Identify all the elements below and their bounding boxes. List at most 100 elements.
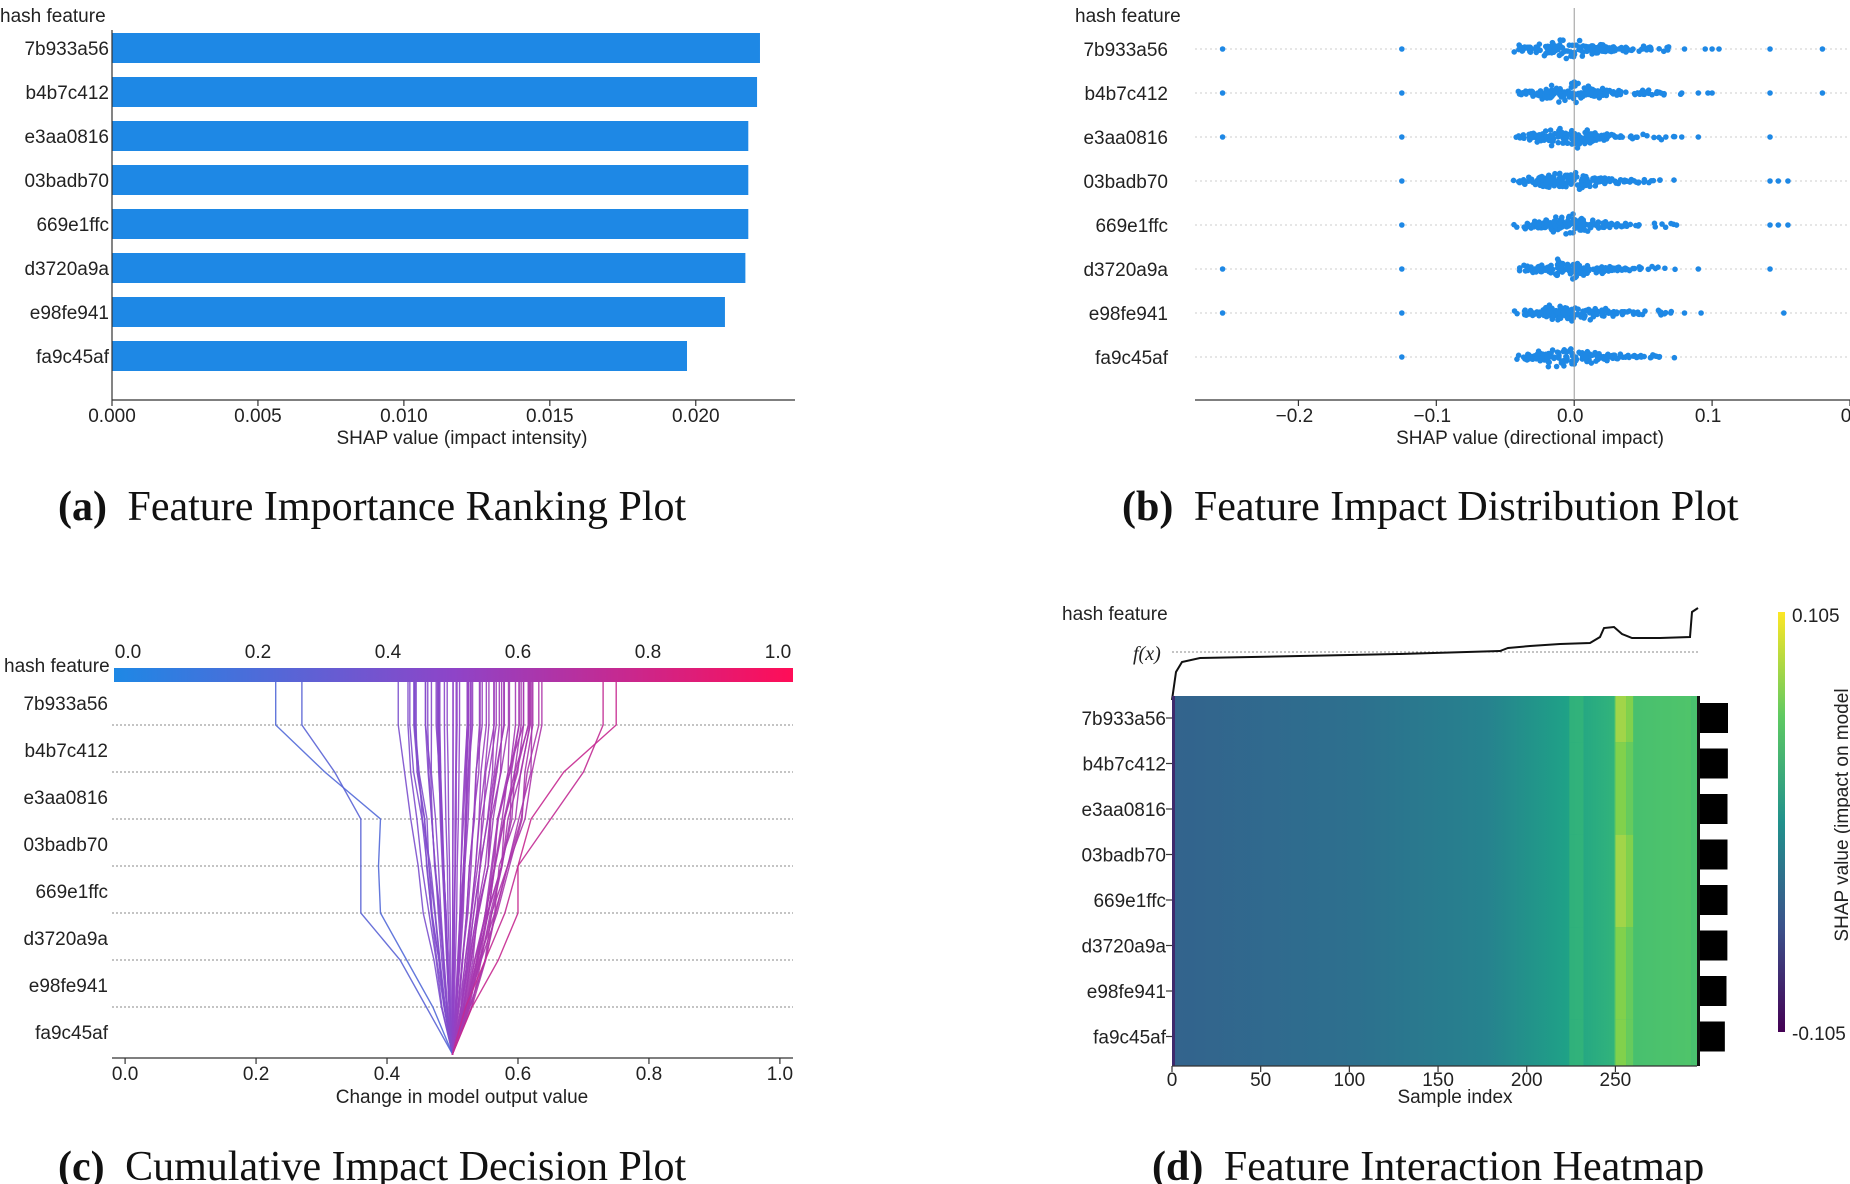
b-point [1644, 132, 1650, 139]
b-point [1657, 309, 1663, 316]
b-outlier-point [1775, 222, 1782, 228]
b-point [1528, 131, 1534, 137]
d-ylabel-e3aa0816: e3aa0816 [1081, 800, 1166, 821]
b-outlier-point [1399, 354, 1405, 360]
c-caption: (c) Cumulative Impact Decision Plot [58, 1144, 687, 1184]
b-point [1656, 353, 1663, 360]
d-importance-bar-fa9c45af [1700, 1021, 1725, 1052]
a-caption: (a) Feature Importance Ranking Plot [58, 484, 687, 530]
c-decision-line [275, 682, 454, 1055]
b-point [1546, 222, 1552, 228]
b-point [1597, 177, 1604, 183]
b-point [1542, 94, 1549, 100]
a-bar-b4b7c412 [112, 77, 758, 107]
c-decision-line [451, 682, 604, 1055]
b-point [1576, 349, 1582, 356]
b-point [1613, 309, 1620, 315]
b-point [1519, 89, 1526, 96]
b-point [1552, 170, 1558, 177]
b-point [1584, 132, 1591, 138]
b-point [1513, 224, 1520, 230]
b-point [1603, 355, 1610, 362]
c-ylabel-e3aa0816: e3aa0816 [23, 788, 108, 809]
b-point [1556, 52, 1563, 59]
c-xlabel: Change in model output value [336, 1087, 588, 1108]
d-xtick-label: 250 [1600, 1070, 1632, 1091]
b-point [1651, 134, 1657, 141]
b-point [1560, 309, 1567, 316]
b-outlier-point [1678, 90, 1685, 96]
b-point [1545, 363, 1552, 370]
b-point [1586, 46, 1593, 53]
b-point [1554, 349, 1561, 355]
b-xtick-label: 0 [1841, 406, 1850, 427]
c-ylabel-b4b7c412: b4b7c412 [25, 741, 108, 762]
b-outlier-point [1695, 134, 1702, 140]
b-point [1566, 94, 1573, 100]
c-colorbar [114, 668, 793, 682]
b-outlier-point [1819, 46, 1826, 52]
b-point [1522, 178, 1528, 185]
d-band-cell [1569, 834, 1584, 881]
a-ylabel-b4b7c412: b4b7c412 [26, 83, 109, 104]
a-ylabel-03badb70: 03badb70 [24, 171, 109, 192]
b-point [1628, 47, 1635, 54]
a-ylabel-e3aa0816: e3aa0816 [24, 127, 109, 148]
b-point [1620, 309, 1626, 315]
c-colorbar-tick: 0.6 [505, 642, 531, 663]
c-decision-line [451, 682, 617, 1055]
b-point [1613, 180, 1620, 186]
b-point [1581, 265, 1587, 271]
c-xtick-label: 0.2 [243, 1064, 269, 1085]
b-point [1578, 270, 1585, 277]
b-outlier-point [1767, 266, 1773, 272]
b-point [1555, 139, 1562, 146]
b-point [1511, 49, 1518, 55]
b-outlier-point [1716, 46, 1722, 52]
a-xtick-label: 0.000 [88, 406, 136, 427]
b-ylabel-b4b7c412: b4b7c412 [1085, 84, 1168, 105]
a-xtick-label: 0.005 [234, 406, 282, 427]
b-outlier-point [1219, 134, 1226, 140]
c-ylabel-e98fe941: e98fe941 [29, 976, 108, 997]
c-decision-line [437, 682, 454, 1055]
b-point [1638, 354, 1645, 360]
b-point [1556, 90, 1563, 97]
b-outlier-point [1678, 134, 1685, 140]
b-point [1599, 312, 1606, 319]
b-point [1608, 131, 1615, 138]
b-point [1552, 223, 1558, 229]
b-point [1563, 353, 1569, 360]
b-point [1589, 352, 1596, 359]
b-point [1539, 351, 1546, 358]
b-point [1614, 264, 1621, 271]
b-point [1603, 89, 1610, 96]
b-point [1597, 93, 1603, 100]
a-ylabel-7b933a56: 7b933a56 [24, 39, 109, 60]
d-ylabel-7b933a56: 7b933a56 [1081, 709, 1166, 730]
b-point [1608, 177, 1615, 183]
b-point [1557, 225, 1563, 231]
b-point [1623, 353, 1629, 360]
b-point [1595, 46, 1601, 53]
b-point [1582, 85, 1589, 92]
b-point [1523, 312, 1530, 318]
b-point [1589, 89, 1595, 96]
c-colorbar-tick: 0.4 [375, 642, 402, 663]
b-point [1564, 315, 1571, 322]
b-point [1594, 311, 1600, 318]
b-point [1602, 265, 1609, 271]
d-band-cell [1569, 881, 1584, 928]
b-xtick-label: 0.0 [1557, 406, 1583, 427]
d-colorbar-label: SHAP value (impact on model [1832, 688, 1850, 941]
b-outlier-point [1681, 310, 1688, 316]
b-point [1546, 184, 1552, 190]
c-ylabel-d3720a9a: d3720a9a [23, 929, 108, 950]
b-outlier-point [1399, 46, 1405, 52]
b-ylabel-d3720a9a: d3720a9a [1083, 260, 1168, 281]
b-point [1546, 307, 1553, 313]
a-bar-669e1ffc [112, 209, 749, 239]
a-ytitle: hash feature [0, 6, 106, 27]
b-point [1513, 134, 1519, 140]
